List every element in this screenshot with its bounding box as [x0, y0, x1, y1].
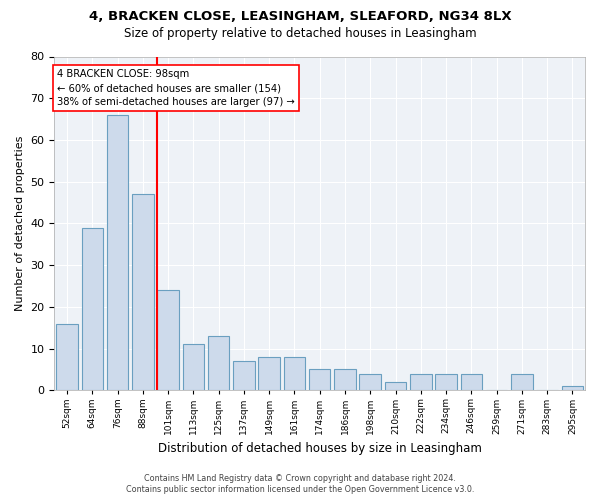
Bar: [182, 344, 204, 391]
Bar: [309, 370, 331, 390]
Bar: [284, 357, 305, 390]
Bar: [82, 228, 103, 390]
Bar: [562, 386, 583, 390]
Bar: [56, 324, 78, 390]
Bar: [461, 374, 482, 390]
Bar: [385, 382, 406, 390]
Bar: [107, 115, 128, 390]
Y-axis label: Number of detached properties: Number of detached properties: [15, 136, 25, 311]
Bar: [410, 374, 431, 390]
Bar: [435, 374, 457, 390]
Bar: [359, 374, 381, 390]
Bar: [132, 194, 154, 390]
Text: Contains HM Land Registry data © Crown copyright and database right 2024.
Contai: Contains HM Land Registry data © Crown c…: [126, 474, 474, 494]
Bar: [233, 361, 254, 390]
Bar: [334, 370, 356, 390]
Bar: [511, 374, 533, 390]
Text: 4 BRACKEN CLOSE: 98sqm
← 60% of detached houses are smaller (154)
38% of semi-de: 4 BRACKEN CLOSE: 98sqm ← 60% of detached…: [57, 69, 295, 107]
Bar: [157, 290, 179, 390]
Bar: [259, 357, 280, 390]
Bar: [208, 336, 229, 390]
Text: Size of property relative to detached houses in Leasingham: Size of property relative to detached ho…: [124, 28, 476, 40]
Text: 4, BRACKEN CLOSE, LEASINGHAM, SLEAFORD, NG34 8LX: 4, BRACKEN CLOSE, LEASINGHAM, SLEAFORD, …: [89, 10, 511, 23]
X-axis label: Distribution of detached houses by size in Leasingham: Distribution of detached houses by size …: [158, 442, 482, 455]
